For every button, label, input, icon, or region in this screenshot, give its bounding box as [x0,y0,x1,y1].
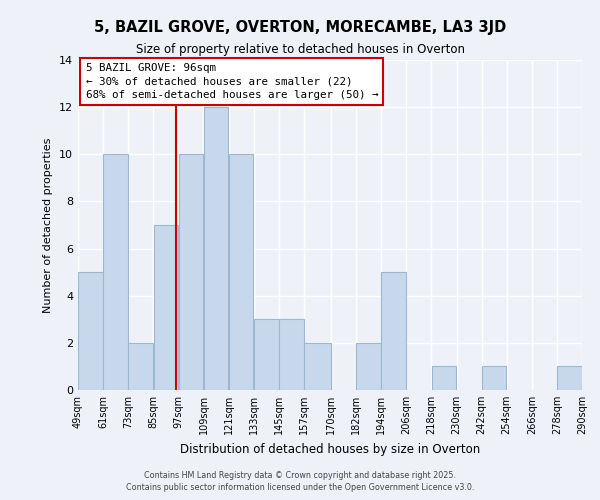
Bar [103,154,128,390]
Y-axis label: Number of detached properties: Number of detached properties [43,138,53,312]
Bar [254,320,278,390]
Bar [204,107,229,390]
Bar [431,366,456,390]
Bar [482,366,506,390]
Bar [304,343,331,390]
Bar [229,154,253,390]
Bar [356,343,381,390]
Bar [78,272,103,390]
Bar [279,320,304,390]
Text: 5 BAZIL GROVE: 96sqm
← 30% of detached houses are smaller (22)
68% of semi-detac: 5 BAZIL GROVE: 96sqm ← 30% of detached h… [86,64,378,100]
Bar [557,366,582,390]
Bar [382,272,406,390]
Bar [179,154,203,390]
Bar [128,343,153,390]
Text: 5, BAZIL GROVE, OVERTON, MORECAMBE, LA3 3JD: 5, BAZIL GROVE, OVERTON, MORECAMBE, LA3 … [94,20,506,35]
X-axis label: Distribution of detached houses by size in Overton: Distribution of detached houses by size … [180,442,480,456]
Bar [154,225,178,390]
Text: Size of property relative to detached houses in Overton: Size of property relative to detached ho… [136,42,464,56]
Text: Contains HM Land Registry data © Crown copyright and database right 2025.
Contai: Contains HM Land Registry data © Crown c… [126,471,474,492]
